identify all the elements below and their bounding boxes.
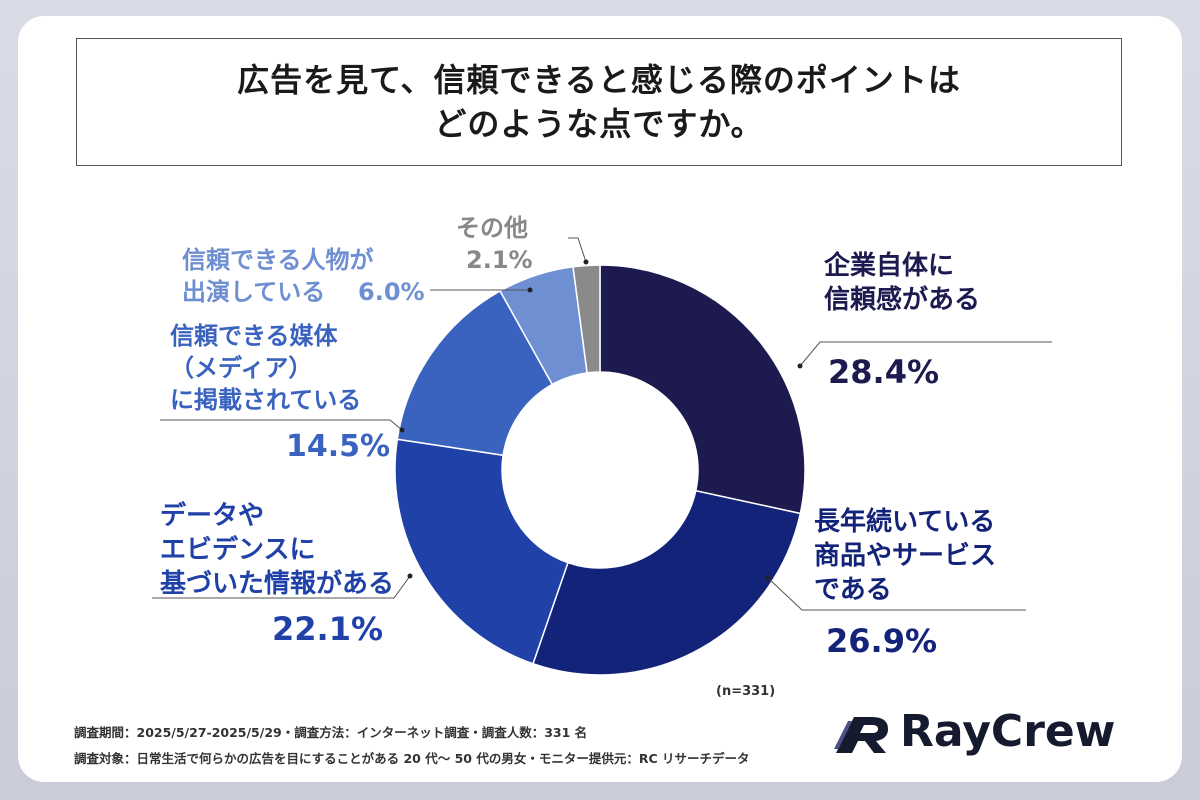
logo-text: RayCrew [900, 706, 1116, 757]
leader-line [152, 575, 411, 599]
survey-footnote-2: 調査対象：日常生活で何らかの広告を目にすることがある 20 代〜 50 代の男女… [74, 751, 750, 766]
slice-category-label: （メディア） [170, 354, 312, 382]
leader-line [799, 341, 1052, 367]
leader-line [568, 237, 587, 263]
leader-dot [583, 259, 589, 265]
slice-value-label: 22.1% [272, 610, 383, 648]
leader-line [767, 577, 1026, 611]
slice-category-label: である [814, 575, 892, 605]
slice-category-label: に掲載されている [170, 386, 361, 414]
slice-category-label: 長年続いている [814, 506, 995, 537]
donut-slice [572, 264, 601, 374]
title-line-1: 広告を見て、信頼できると感じる際のポイントは [237, 61, 961, 99]
raycrew-logo: RayCrew [832, 706, 1115, 757]
leader-dot [527, 287, 533, 293]
leader-dot [407, 573, 413, 579]
slice-value-label: 26.9% [826, 622, 937, 660]
leader-dot [797, 363, 803, 369]
slice-value-label: 6.0% [358, 278, 425, 306]
slice-category-label: 出演している [182, 278, 325, 306]
leader-dot [399, 427, 405, 433]
slice-value-label: 14.5% [286, 429, 390, 464]
slice-category-label: 信頼できる人物が [182, 246, 374, 274]
slice-value-label: 2.1% [466, 246, 533, 274]
donut-slice [396, 289, 554, 457]
slice-category-label: 企業自体に [824, 250, 954, 281]
survey-footnote-1: 調査期間：2025/5/27-2025/5/29・調査方法：インターネット調査・… [74, 725, 588, 740]
title-line-2: どのような点ですか。 [434, 105, 764, 143]
donut-slice [599, 264, 806, 515]
slice-category-label: データや [160, 500, 264, 531]
slice-category-label: 信頼感がある [824, 284, 980, 315]
donut-slice [394, 438, 569, 665]
slice-category-label: 信頼できる媒体 [170, 322, 339, 350]
sample-size-note: (n=331) [716, 684, 776, 699]
raycrew-r-logo-icon [834, 716, 888, 753]
slice-category-label: 商品やサービス [814, 540, 996, 571]
leader-dot [765, 575, 771, 581]
slice-category-label: その他 [456, 214, 528, 242]
slice-value-label: 28.4% [828, 353, 939, 391]
slice-category-label: 基づいた情報がある [160, 568, 394, 599]
leader-line [160, 419, 403, 431]
donut-slice [532, 489, 802, 676]
slice-category-label: エビデンスに [160, 534, 315, 565]
title-box: 広告を見て、信頼できると感じる際のポイントは どのような点ですか。 [76, 38, 1122, 166]
